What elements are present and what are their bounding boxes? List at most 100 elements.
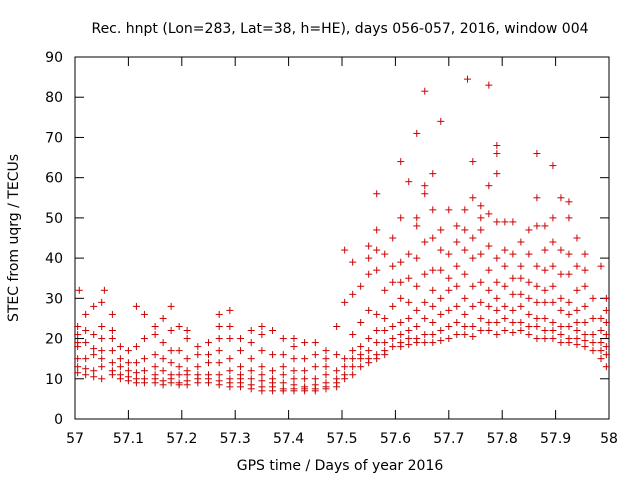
data-point [183,327,191,335]
y-tick-label: 80 [45,90,63,106]
x-tick-label: 57.9 [540,431,571,447]
data-point [429,170,437,178]
data-point [381,314,389,322]
data-point [453,282,461,290]
data-point [517,318,525,326]
data-point [397,278,405,286]
data-point [357,343,365,351]
data-point [341,355,349,363]
y-tick-label: 30 [45,291,63,307]
data-point [132,343,140,351]
data-point [322,363,330,371]
data-point [98,363,106,371]
data-point [82,327,90,335]
data-point [461,310,469,318]
data-point [75,286,83,294]
data-point [397,339,405,347]
x-tick-label: 57.8 [487,431,518,447]
data-point [557,339,565,347]
data-point [437,226,445,234]
data-point [493,306,501,314]
data-point [493,170,501,178]
data-point [397,294,405,302]
data-point [151,331,159,339]
data-point [311,375,319,383]
data-point [501,282,509,290]
data-point [74,322,82,330]
data-point [247,355,255,363]
data-point [549,214,557,222]
x-tick-label: 57.2 [166,431,197,447]
data-point [445,306,453,314]
data-point [485,210,493,218]
data-point [381,250,389,258]
data-point [82,339,90,347]
data-point [501,314,509,322]
data-point [333,351,341,359]
data-point [247,381,255,389]
data-point [597,355,605,363]
data-point [322,347,330,355]
data-point [82,371,90,379]
data-point [90,302,98,310]
data-point [525,331,533,339]
data-point [541,335,549,343]
data-point [349,371,357,379]
data-point [258,331,266,339]
data-point [82,310,90,318]
data-point [485,242,493,250]
data-point [290,343,298,351]
data-point [349,347,357,355]
data-point [365,254,373,262]
data-point [525,322,533,330]
data-point [124,367,132,375]
data-point [557,322,565,330]
data-point [469,194,477,202]
data-point [311,351,319,359]
data-point [493,254,501,262]
data-point [194,351,202,359]
data-point [469,333,477,341]
data-point [397,158,405,166]
data-point [517,238,525,246]
data-point [397,331,405,339]
data-point [485,318,493,326]
data-point [167,327,175,335]
data-point [90,345,98,353]
data-point [485,286,493,294]
data-point [290,381,298,389]
data-point [108,347,116,355]
y-tick-label: 50 [45,211,63,227]
data-point [349,258,357,266]
data-point [98,347,106,355]
data-point [269,327,277,335]
data-point [90,373,98,381]
data-point [589,339,597,347]
data-point [469,282,477,290]
data-point [509,274,517,282]
data-point [469,254,477,262]
data-point [237,335,245,343]
data-point [573,286,581,294]
data-point [477,250,485,258]
data-point [581,282,589,290]
data-point [341,298,349,306]
data-point [258,347,266,355]
data-point [461,246,469,254]
data-point [215,335,223,343]
data-point [533,150,541,158]
data-point [357,363,365,371]
data-point [565,250,573,258]
data-point [98,355,106,363]
data-point [461,322,469,330]
data-point [215,359,223,367]
data-point [159,367,167,375]
data-point [413,322,421,330]
data-point [116,363,124,371]
data-point [485,327,493,335]
data-point [381,347,389,355]
data-point [269,351,277,359]
data-point [557,270,565,278]
data-point [541,327,549,335]
data-point [74,331,82,339]
